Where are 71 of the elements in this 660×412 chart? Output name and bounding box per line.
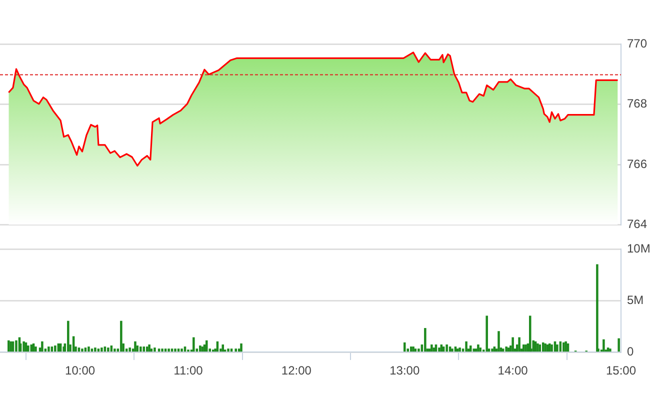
bar xyxy=(94,348,96,352)
bar xyxy=(201,346,204,352)
bar xyxy=(518,337,520,352)
y-tick-label: 766 xyxy=(627,156,648,171)
bar xyxy=(34,346,37,352)
bar xyxy=(479,348,482,352)
bar xyxy=(528,316,532,352)
bar xyxy=(48,346,50,352)
bar xyxy=(140,346,142,352)
bar xyxy=(27,346,30,352)
bar xyxy=(477,344,480,352)
bar xyxy=(512,337,514,352)
x-tick-label: 14:00 xyxy=(498,364,528,378)
bar xyxy=(161,348,164,352)
bar xyxy=(544,343,546,352)
x-tick-label: 13:00 xyxy=(390,364,420,378)
x-tick-label: 11:00 xyxy=(174,364,204,378)
bar xyxy=(227,348,230,352)
y-tick-label: 770 xyxy=(627,36,648,50)
y-tick-label: 5M xyxy=(627,292,644,307)
bar xyxy=(438,348,440,352)
bar xyxy=(134,341,136,352)
bar xyxy=(148,344,150,352)
bar xyxy=(550,344,553,352)
bar xyxy=(465,341,468,352)
bar xyxy=(451,348,454,352)
bar xyxy=(107,348,110,352)
bar xyxy=(424,328,426,352)
y-tick-label: 0 xyxy=(627,344,634,358)
bar xyxy=(472,348,475,352)
bar xyxy=(67,320,70,352)
bar xyxy=(199,346,202,352)
bar xyxy=(192,337,195,352)
bar xyxy=(430,344,433,352)
bar xyxy=(486,316,488,352)
bar xyxy=(88,346,90,352)
bar xyxy=(120,320,122,352)
bar xyxy=(446,344,448,352)
bar xyxy=(154,348,156,352)
bar xyxy=(498,331,500,352)
bar xyxy=(234,348,237,352)
bar xyxy=(114,348,116,352)
y-tick-label: 768 xyxy=(627,96,648,111)
bar xyxy=(174,348,176,352)
bar xyxy=(81,348,84,352)
bar xyxy=(128,348,131,352)
bar xyxy=(41,341,44,352)
bar xyxy=(556,344,558,352)
bar xyxy=(180,348,183,352)
bar xyxy=(22,341,25,352)
y-tick-label: 764 xyxy=(627,217,648,232)
bar xyxy=(412,346,414,352)
bar xyxy=(240,343,242,352)
x-tick-label: 10:00 xyxy=(65,364,96,378)
bar xyxy=(206,340,208,352)
bar xyxy=(609,348,612,352)
bar xyxy=(100,348,103,352)
x-tick-label: 12:00 xyxy=(281,364,312,378)
y-tick-label: 10M xyxy=(627,242,650,256)
bar xyxy=(222,344,224,352)
bar xyxy=(168,348,170,352)
bar xyxy=(418,348,420,352)
bar xyxy=(491,348,494,352)
bar xyxy=(54,346,56,352)
bar xyxy=(596,264,598,352)
bar xyxy=(15,340,18,352)
bar xyxy=(602,339,605,352)
x-tick-label: 15:00 xyxy=(606,364,636,378)
bar xyxy=(505,346,508,352)
bar xyxy=(403,342,406,352)
bar xyxy=(618,338,620,352)
